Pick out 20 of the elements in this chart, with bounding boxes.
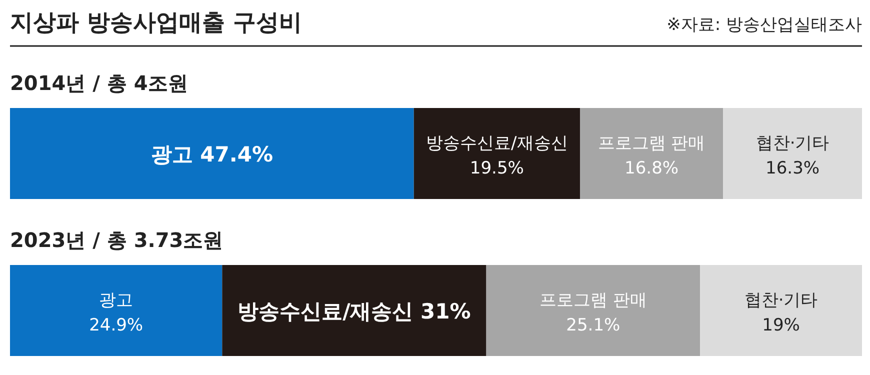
data-label: 19.5% <box>470 158 524 178</box>
data-label: 31% <box>420 300 471 324</box>
data-label: 19% <box>762 316 800 336</box>
data-label: 24.9% <box>89 316 144 336</box>
text: 협찬·기타 <box>744 290 818 310</box>
text: 프로그램 판매 <box>539 290 647 310</box>
text: ※자료: 방송산업실태조사 <box>666 15 862 35</box>
data-label: 25.1% <box>566 316 620 336</box>
data-label: 16.8% <box>624 158 679 178</box>
y-tick-label: 2014년 / 총 4조원 <box>10 71 188 95</box>
data-label: 47.4% <box>200 142 274 166</box>
y-tick-label: 2023년 / 총 3.73조원 <box>10 228 224 252</box>
series-label: 광고 <box>99 290 134 310</box>
series-label: 프로그램 판매 <box>598 134 706 154</box>
chart-title: 지상파 방송사업매출 구성비 <box>10 10 302 36</box>
series-label: 방송수신료/재송신 <box>426 134 568 154</box>
text: 방송수신료/재송신 <box>238 300 414 324</box>
series-label: 협찬·기타 <box>756 134 830 154</box>
data-label: 16.3% <box>766 158 820 178</box>
text: 광고 <box>150 142 193 166</box>
